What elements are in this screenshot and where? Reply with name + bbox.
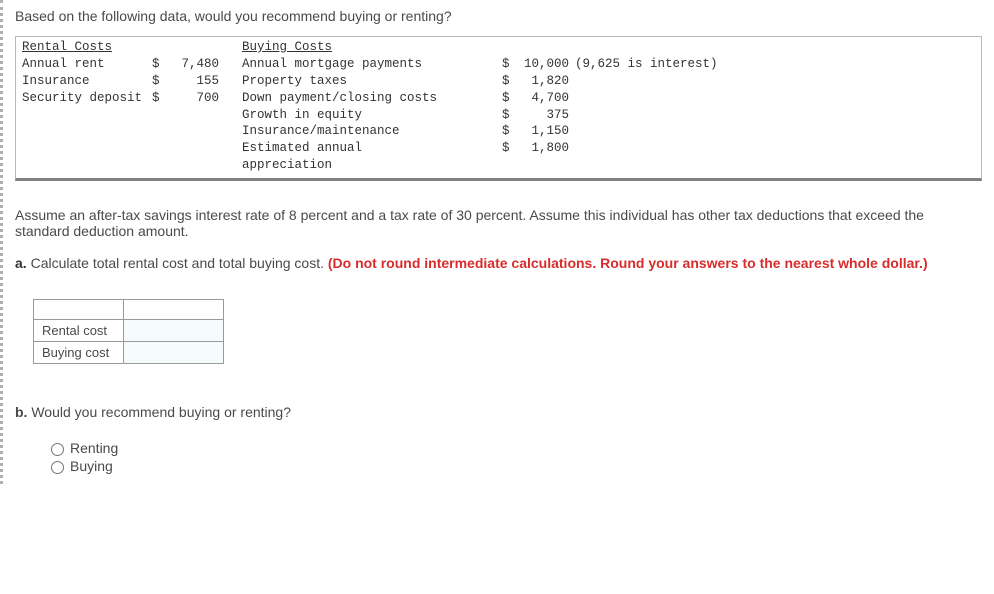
part-a-label: a. <box>15 255 27 271</box>
renting-radio[interactable] <box>51 443 64 456</box>
rental-label: Insurance <box>22 73 152 90</box>
buying-label: Down payment/closing costs <box>242 90 452 107</box>
buying-header: Buying Costs <box>242 40 332 54</box>
buying-label: Annual mortgage payments <box>242 56 452 73</box>
buying-cost-input[interactable] <box>124 342 224 364</box>
blank-header <box>34 300 124 320</box>
part-a-instruction: (Do not round intermediate calculations.… <box>328 255 928 271</box>
part-b-label: b. <box>15 404 27 420</box>
buying-label: Insurance/maintenance <box>242 123 452 140</box>
rental-label: Annual rent <box>22 56 152 73</box>
buying-label: Property taxes <box>242 73 452 90</box>
part-a: a. Calculate total rental cost and total… <box>15 255 982 271</box>
buying-label: Estimated annual appreciation <box>242 140 452 174</box>
buying-label: Growth in equity <box>242 107 452 124</box>
rental-cost-input[interactable] <box>124 320 224 342</box>
choices: Renting Buying <box>51 440 982 474</box>
blank-header <box>124 300 224 320</box>
buying-radio[interactable] <box>51 461 64 474</box>
part-b: b. Would you recommend buying or renting… <box>15 404 982 420</box>
buying-option-label: Buying <box>70 458 113 474</box>
assumption-text: Assume an after-tax savings interest rat… <box>15 207 982 239</box>
renting-option-label: Renting <box>70 440 118 456</box>
buying-cost-label: Buying cost <box>34 342 124 364</box>
data-block: Rental Costs Buying Costs Annual rent$7,… <box>15 36 982 181</box>
rental-header: Rental Costs <box>22 40 112 54</box>
intro-text: Based on the following data, would you r… <box>15 8 982 24</box>
rental-label: Security deposit <box>22 90 152 107</box>
rental-cost-label: Rental cost <box>34 320 124 342</box>
answer-table: Rental cost Buying cost <box>33 299 224 364</box>
